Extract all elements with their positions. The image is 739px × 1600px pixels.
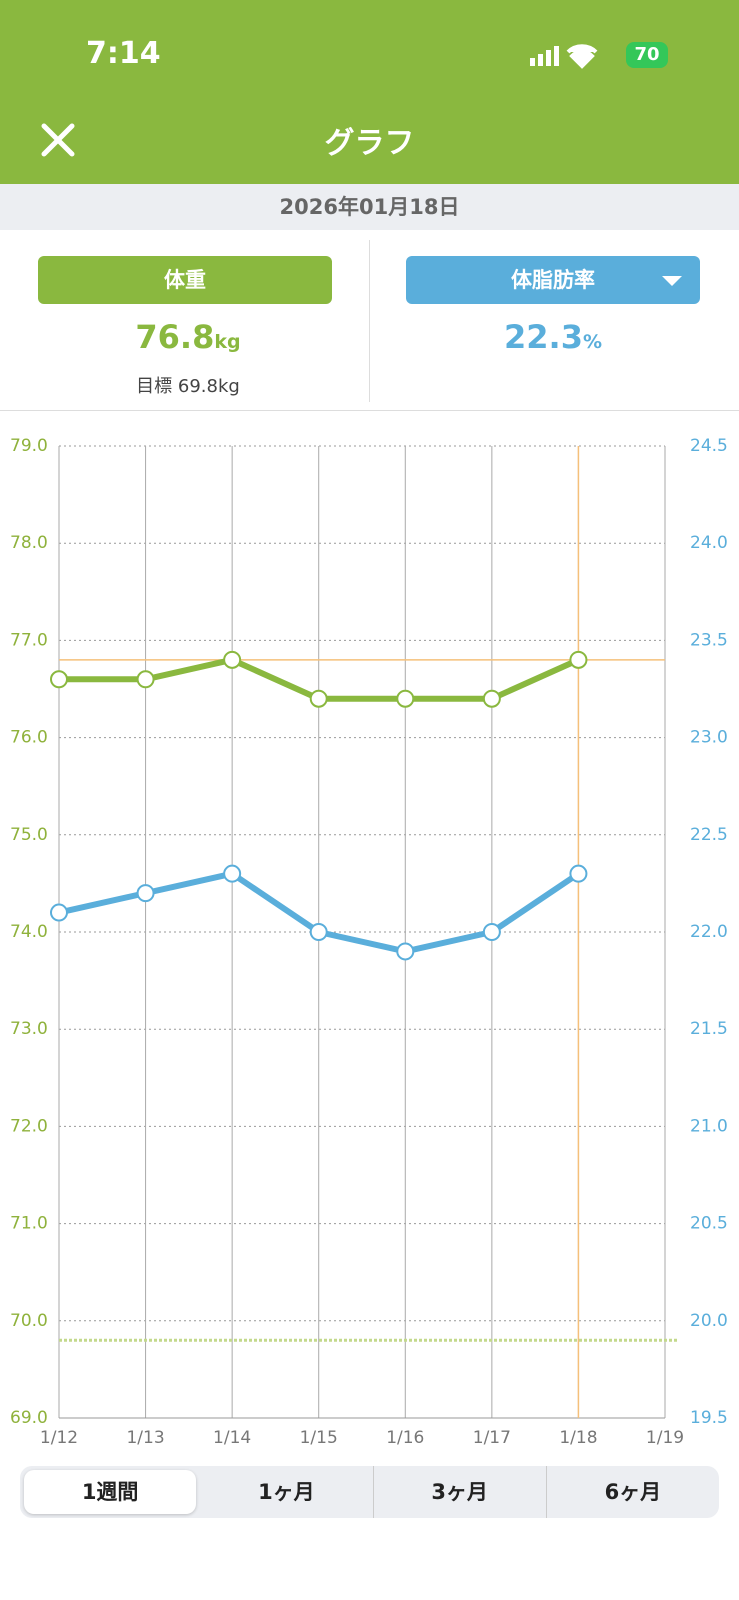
weight-value: 76.8kg (38, 318, 338, 356)
range-tab[interactable]: 1週間 (24, 1470, 197, 1514)
y2-tick-label: 22.0 (690, 922, 728, 942)
x-tick-label: 1/17 (473, 1428, 511, 1448)
battery: 70 (626, 42, 668, 68)
header (0, 0, 739, 184)
data-point (569, 864, 588, 883)
page-title: グラフ (324, 126, 415, 161)
data-point (50, 903, 68, 922)
y-tick-label: 75.0 (10, 825, 48, 845)
y-tick-label: 76.0 (10, 728, 48, 748)
y2-tick-label: 21.5 (690, 1019, 728, 1039)
y2-tick-label: 24.5 (690, 436, 728, 456)
wifi-icon (566, 44, 598, 69)
y2-tick-label: 22.5 (690, 825, 728, 845)
weight-number: 76.8 (135, 318, 215, 356)
fat-value: 22.3% (403, 318, 703, 356)
data-point (309, 923, 328, 941)
data-point (136, 670, 155, 689)
y2-tick-label: 23.5 (690, 630, 728, 650)
x-tick-label: 1/16 (386, 1428, 424, 1448)
range-tab[interactable]: 1ヶ月 (258, 1480, 315, 1504)
y-tick-label: 72.0 (10, 1116, 48, 1136)
range-tab[interactable]: 6ヶ月 (545, 1466, 719, 1518)
data-point (569, 650, 588, 669)
x-tick-label: 1/18 (559, 1428, 597, 1448)
y-tick-label: 74.0 (10, 922, 48, 942)
y-tick-label: 73.0 (10, 1019, 48, 1039)
data-point (482, 923, 501, 941)
y2-tick-label: 19.5 (690, 1408, 728, 1428)
y-tick-label: 70.0 (10, 1311, 48, 1331)
fat-unit: % (582, 331, 602, 353)
y-tick-label: 77.0 (10, 630, 48, 650)
y-tick-label: 78.0 (10, 533, 48, 553)
x-tick-label: 1/15 (300, 1428, 338, 1448)
y-tick-label: 71.0 (10, 1214, 48, 1234)
data-point (396, 689, 415, 708)
status-time: 7:14 (86, 36, 161, 71)
weight-button[interactable]: 体重 (38, 256, 332, 304)
close-button[interactable] (41, 123, 75, 157)
y-tick-label: 79.0 (10, 436, 48, 456)
data-point (223, 864, 242, 883)
x-tick-label: 1/12 (40, 1428, 78, 1448)
signal-icon (530, 46, 559, 66)
y-tick-label: 69.0 (10, 1408, 48, 1428)
y2-tick-label: 23.0 (690, 728, 728, 748)
data-point (50, 670, 68, 689)
divider (0, 410, 739, 411)
x-tick-label: 1/14 (213, 1428, 251, 1448)
data-point (482, 689, 501, 708)
data-point (223, 650, 242, 669)
fat-label: 体脂肪率 (511, 268, 595, 292)
divider (369, 240, 370, 402)
range-tabs: 1週間 1ヶ月 3ヶ月 6ヶ月 (20, 1466, 719, 1518)
range-tab[interactable]: 3ヶ月 (372, 1466, 546, 1518)
data-point (396, 942, 415, 961)
header-icons (41, 44, 598, 157)
y2-tick-label: 21.0 (690, 1116, 728, 1136)
fat-number: 22.3 (504, 318, 583, 356)
chart: 69.0 70.0 71.0 72.0 73.0 74.0 75.0 76.0 77.0 78.0… (10, 436, 728, 1448)
date-bar: 2026年01月18日 (0, 184, 739, 230)
data-point (309, 689, 328, 708)
y2-tick-label: 24.0 (690, 533, 728, 553)
dropdown-arrow (662, 276, 682, 286)
x-tick-label: 1/19 (646, 1428, 684, 1448)
goal-text: 目標 69.8kg (136, 376, 240, 397)
y2-tick-label: 20.5 (690, 1214, 728, 1234)
weight-unit: kg (214, 331, 241, 353)
y2-tick-label: 20.0 (690, 1311, 728, 1331)
data-point (136, 884, 155, 903)
fat-button[interactable]: 体脂肪率 (406, 256, 700, 304)
x-tick-label: 1/13 (126, 1428, 164, 1448)
